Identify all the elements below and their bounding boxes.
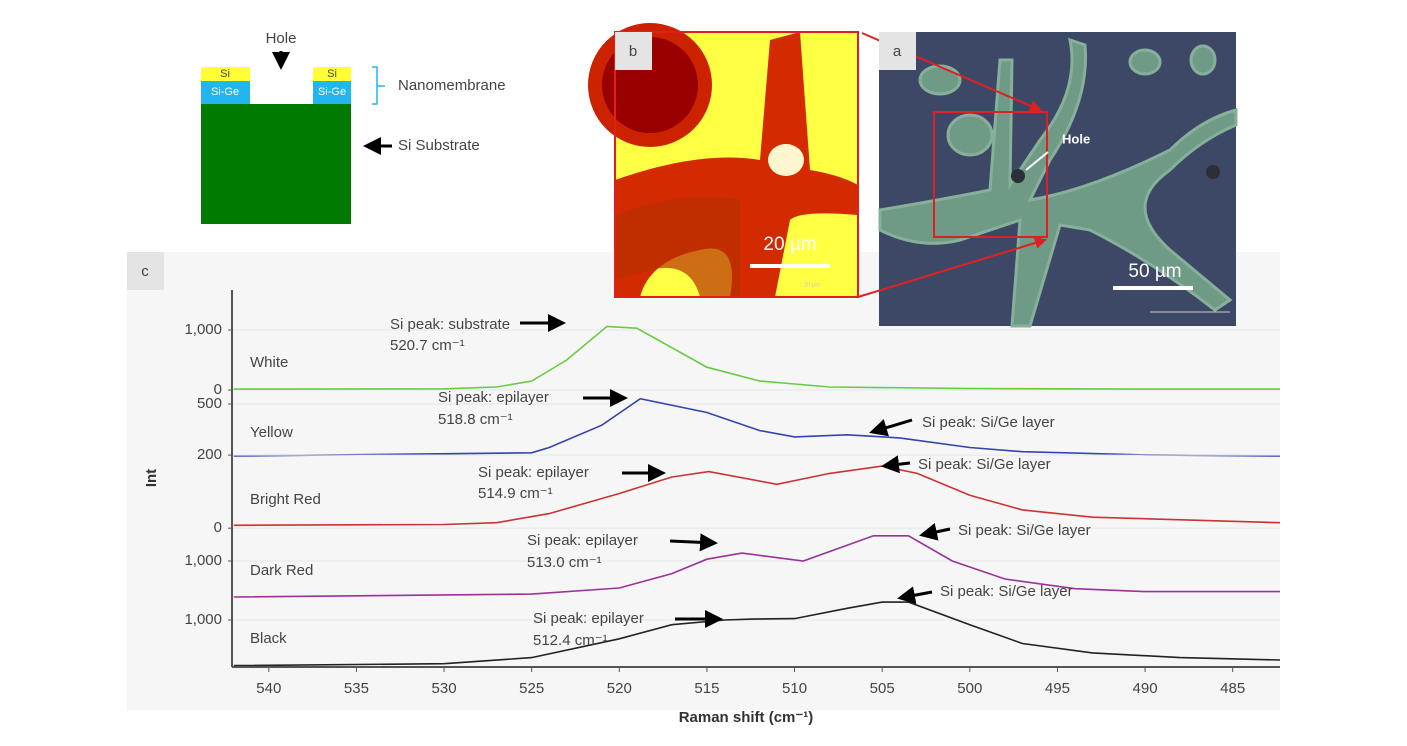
scale-bar: [750, 264, 830, 268]
hole-label: Hole: [1062, 131, 1090, 146]
hole-label: Hole: [266, 30, 297, 47]
annotation-arrow: [670, 541, 715, 543]
layer-label: Si-Ge: [318, 86, 346, 98]
hole: [1206, 165, 1220, 179]
y-axis-title: Int: [143, 469, 160, 487]
scale-label: 20 µm: [763, 234, 816, 255]
layer-label: Si-Ge: [211, 86, 239, 98]
annotation: Si peak: Si/Ge layer: [958, 522, 1091, 539]
layer-label: Si: [327, 68, 337, 80]
x-tick-label: 525: [519, 680, 544, 697]
y-tick-label: 500: [197, 395, 222, 412]
scale-label-small: 20 µm: [804, 283, 821, 289]
y-tick-label: 0: [214, 519, 222, 536]
layer-label: Si: [220, 68, 230, 80]
image-b: b 20 µm 20 µm: [588, 23, 858, 297]
annotation: Si peak: Si/Ge layer: [918, 456, 1051, 473]
panel-label: c: [141, 263, 149, 280]
scale-label: 50 µm: [1128, 261, 1181, 282]
trace-name: Dark Red: [250, 562, 313, 579]
figure-canvas: c 0 1,000 White Si peak: substrate 520.7 cm⁻…: [0, 0, 1407, 746]
annotation: Si peak: epilayer: [478, 464, 589, 481]
hole: [1011, 169, 1025, 183]
annotation-sub: 518.8 cm⁻¹: [438, 411, 513, 428]
annotation: Si peak: Si/Ge layer: [922, 414, 1055, 431]
x-tick-label: 510: [782, 680, 807, 697]
y-tick-label: 1,000: [184, 552, 222, 569]
annotation: Si peak: epilayer: [438, 389, 549, 406]
trace-name: Yellow: [250, 424, 293, 441]
nanomembrane-label: Nanomembrane: [398, 77, 506, 94]
y-tick-label: 1,000: [184, 321, 222, 338]
annotation: Si peak: epilayer: [533, 610, 644, 627]
trace-name: Bright Red: [250, 491, 321, 508]
annotation: Si peak: epilayer: [527, 532, 638, 549]
x-tick-label: 535: [344, 680, 369, 697]
hole: [768, 144, 804, 176]
annotation-sub: 520.7 cm⁻¹: [390, 337, 465, 354]
x-axis-title: Raman shift (cm⁻¹): [679, 709, 814, 726]
x-tick-label: 500: [957, 680, 982, 697]
annotation-sub: 513.0 cm⁻¹: [527, 554, 602, 571]
x-tick-label: 520: [607, 680, 632, 697]
annotation: Si peak: substrate: [390, 316, 510, 333]
substrate: [201, 104, 351, 224]
image-a: Hole a 50 µm: [858, 32, 1236, 326]
x-tick-label: 515: [694, 680, 719, 697]
bracket: [372, 67, 385, 104]
panel-label: a: [893, 43, 902, 60]
trace-name: White: [250, 354, 288, 371]
annotation-sub: 514.9 cm⁻¹: [478, 485, 553, 502]
x-tick-label: 485: [1220, 680, 1245, 697]
x-tick-label: 490: [1133, 680, 1158, 697]
x-tick-label: 505: [870, 680, 895, 697]
x-tick-label: 530: [432, 680, 457, 697]
trace-name: Black: [250, 630, 287, 647]
x-tick-label: 495: [1045, 680, 1070, 697]
figure: c 0 1,000 White Si peak: substrate 520.7 cm⁻…: [0, 0, 1407, 746]
y-tick-label: 200: [197, 446, 222, 463]
scale-bar: [1113, 286, 1193, 290]
diagram: Si Si-Ge Si Si-Ge Hole Nanomembrane Si S…: [201, 30, 506, 224]
y-tick-label: 1,000: [184, 611, 222, 628]
annotation-sub: 512.4 cm⁻¹: [533, 632, 608, 649]
x-tick-label: 540: [256, 680, 281, 697]
panel-label: b: [629, 43, 637, 60]
substrate-label: Si Substrate: [398, 137, 480, 154]
annotation: Si peak: Si/Ge layer: [940, 583, 1073, 600]
